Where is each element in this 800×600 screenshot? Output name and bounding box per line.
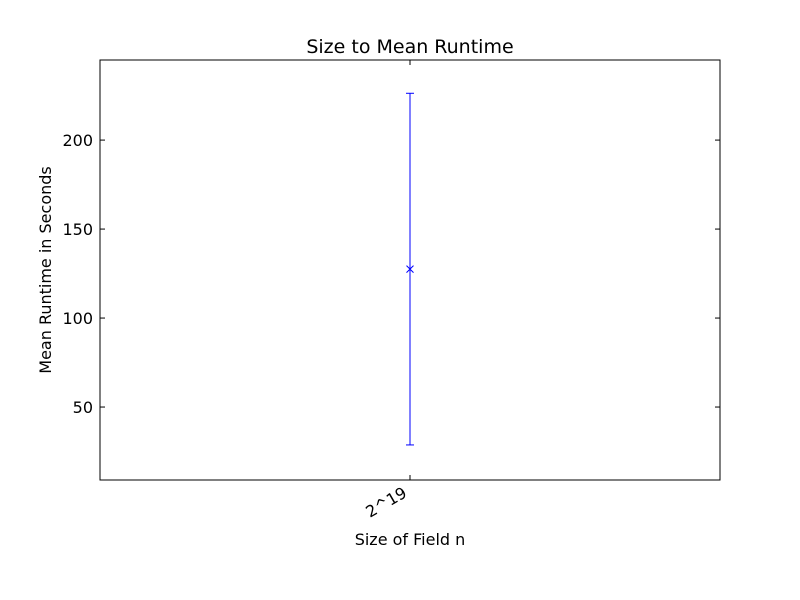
chart-title: Size to Mean Runtime xyxy=(306,36,513,58)
y-tick-label: 50 xyxy=(73,398,93,417)
x-axis-label: Size of Field n xyxy=(355,530,466,549)
y-axis-label: Mean Runtime in Seconds xyxy=(36,166,55,373)
y-tick-label: 200 xyxy=(62,131,93,150)
plot-frame xyxy=(99,59,721,481)
data-point-marker xyxy=(406,265,414,273)
y-tick-label: 150 xyxy=(62,220,93,239)
y-tick-label: 100 xyxy=(62,309,93,328)
